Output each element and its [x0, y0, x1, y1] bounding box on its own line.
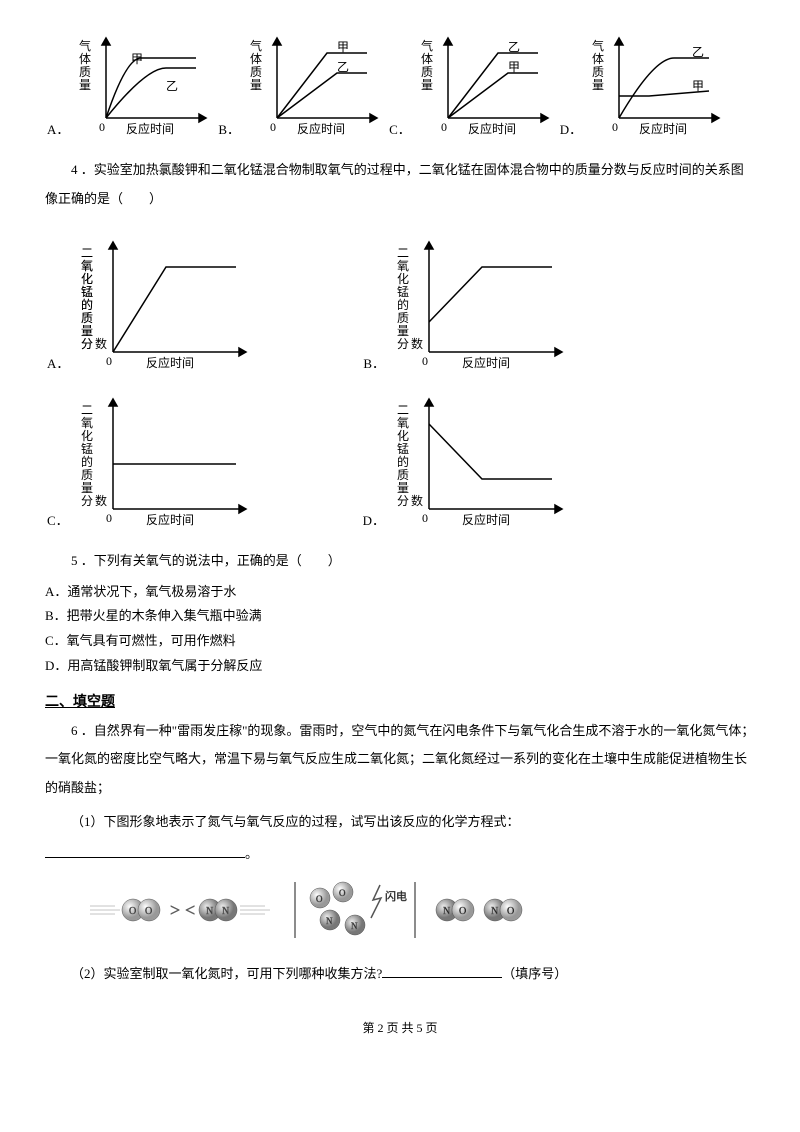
- svg-text:甲: 甲: [131, 52, 143, 66]
- svg-text:N: N: [222, 906, 229, 917]
- q3-opt-c-label: C．: [389, 119, 411, 138]
- q4-row1: A． 二氧化锰的质量分 二氧化锰的质量分 数 0 反应时间 B．: [45, 227, 755, 376]
- svg-text:反应时间: 反应时间: [468, 121, 516, 136]
- q3-chart-a: 气体质量 0 反应时间 甲 乙: [71, 28, 216, 142]
- svg-text:乙: 乙: [337, 60, 349, 74]
- svg-text:N: N: [443, 906, 450, 917]
- svg-text:反应时间: 反应时间: [462, 355, 510, 370]
- q4-text: 4 ．实验室加热氯酸钾和二氧化锰混合物制取氧气的过程中，二氧化锰在固体混合物中的…: [45, 156, 755, 213]
- q3-chart-c: 气体质量 0 反应时间 乙 甲: [413, 28, 558, 142]
- svg-text:0: 0: [422, 354, 428, 368]
- svg-text:0: 0: [422, 511, 428, 525]
- q4-opt-c-label: C．: [47, 510, 69, 529]
- svg-text:O: O: [316, 894, 323, 904]
- svg-text:反应时间: 反应时间: [639, 121, 687, 136]
- svg-text:甲: 甲: [508, 60, 520, 74]
- svg-text:数: 数: [411, 493, 423, 508]
- svg-text:O: O: [507, 906, 514, 917]
- svg-text:气体质量: 气体质量: [592, 38, 604, 92]
- q5-opt-d: D．用高锰酸钾制取氧气属于分解反应: [45, 654, 755, 679]
- q5-opts: A．通常状况下，氧气极易溶于水 B．把带火星的木条伸入集气瓶中验满 C．氧气具有…: [45, 580, 755, 679]
- svg-text:O: O: [459, 906, 466, 917]
- svg-text:N: N: [351, 921, 358, 931]
- q4-chart-c: 二氧化锰的质量分 数 0 反应时间: [71, 384, 261, 533]
- q6-p3: （2）实验室制取一氧化氮时，可用下列哪种收集方法?（填序号）: [45, 960, 755, 989]
- svg-text:反应时间: 反应时间: [126, 121, 174, 136]
- q5-opt-c: C．氧气具有可燃性，可用作燃料: [45, 629, 755, 654]
- svg-text:乙: 乙: [166, 79, 178, 93]
- svg-text:二氧化锰的质量分: 二氧化锰的质量分: [397, 403, 409, 508]
- q4-chart-a: 二氧化锰的质量分 二氧化锰的质量分 数 0 反应时间: [71, 227, 261, 376]
- q3-options-row: A． 气体质量 0 反应时间 甲 乙 B．: [45, 28, 755, 142]
- svg-text:N: N: [206, 906, 213, 917]
- q3-opt-b-label: B．: [218, 119, 240, 138]
- q6-blank-2: [382, 963, 502, 978]
- svg-text:乙: 乙: [508, 40, 520, 54]
- svg-text:甲: 甲: [337, 40, 349, 54]
- svg-text:0: 0: [99, 120, 105, 134]
- q5-text: 5 ．下列有关氧气的说法中，正确的是（ ）: [45, 547, 755, 576]
- q3-chart-d: 气体质量 0 反应时间 乙 甲: [584, 28, 729, 142]
- q4-row2: C． 二氧化锰的质量分 数 0 反应时间 D．: [45, 384, 755, 533]
- q3-chart-b: 气体质量 0 反应时间 甲 乙: [242, 28, 387, 142]
- svg-text:二氧化锰的质量分: 二氧化锰的质量分: [81, 246, 93, 351]
- svg-text:反应时间: 反应时间: [146, 355, 194, 370]
- svg-text:乙: 乙: [692, 45, 704, 59]
- page-footer: 第 2 页 共 5 页: [45, 1019, 755, 1036]
- svg-text:O: O: [145, 906, 152, 917]
- q5-opt-a: A．通常状况下，氧气极易溶于水: [45, 580, 755, 605]
- q3-opt-d-label: D．: [560, 119, 582, 138]
- q3a-ylabel: 气体质量: [79, 38, 91, 92]
- svg-text:反应时间: 反应时间: [146, 512, 194, 527]
- svg-text:反应时间: 反应时间: [462, 512, 510, 527]
- svg-text:0: 0: [441, 120, 447, 134]
- svg-text:<: <: [185, 900, 195, 920]
- q4-opt-b-label: B．: [363, 353, 385, 372]
- q5-opt-b: B．把带火星的木条伸入集气瓶中验满: [45, 604, 755, 629]
- svg-text:反应时间: 反应时间: [297, 121, 345, 136]
- svg-text:数: 数: [95, 493, 107, 508]
- svg-text:数: 数: [95, 336, 107, 351]
- q4-chart-d: 二氧化锰的质量分 数 0 反应时间: [387, 384, 577, 533]
- q6-p2: （1）下图形象地表示了氮气与氧气反应的过程，试写出该反应的化学方程式：: [45, 808, 755, 837]
- q4-opt-d-label: D．: [363, 510, 385, 529]
- q6-reaction-diagram: OO > < NN O O N N 闪电 NO: [85, 870, 755, 954]
- svg-text:0: 0: [270, 120, 276, 134]
- svg-text:二氧化锰的质量分: 二氧化锰的质量分: [81, 403, 93, 508]
- svg-text:0: 0: [106, 354, 112, 368]
- svg-text:数: 数: [411, 336, 423, 351]
- svg-text:二氧化锰的质量分: 二氧化锰的质量分: [397, 246, 409, 351]
- section-2-title: 二、填空题: [45, 691, 755, 711]
- q6-blank-1: [45, 843, 245, 858]
- q3-opt-a-label: A．: [47, 119, 69, 138]
- svg-text:>: >: [170, 900, 180, 920]
- svg-text:O: O: [339, 888, 346, 898]
- svg-text:N: N: [491, 906, 498, 917]
- svg-text:0: 0: [106, 511, 112, 525]
- svg-text:O: O: [129, 906, 136, 917]
- q4-opt-a-label: A．: [47, 353, 69, 372]
- svg-text:甲: 甲: [692, 79, 704, 93]
- q4-chart-b: 二氧化锰的质量分 数 0 反应时间: [387, 227, 577, 376]
- svg-text:N: N: [326, 916, 333, 926]
- svg-text:闪电: 闪电: [385, 889, 407, 903]
- svg-text:0: 0: [612, 120, 618, 134]
- svg-text:气体质量: 气体质量: [250, 38, 262, 92]
- q6-p1: 6 ．自然界有一种"雷雨发庄稼"的现象。雷雨时，空气中的氮气在闪电条件下与氧气化…: [45, 717, 755, 803]
- svg-text:气体质量: 气体质量: [421, 38, 433, 92]
